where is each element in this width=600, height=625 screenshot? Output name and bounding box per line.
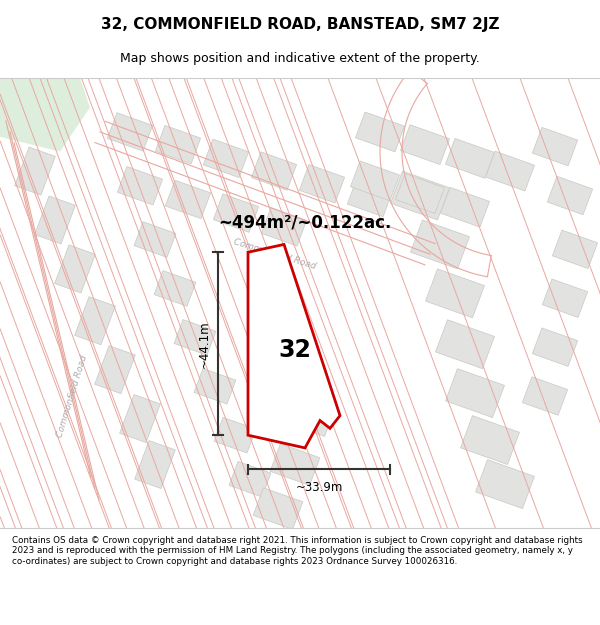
Polygon shape: [194, 369, 236, 404]
Polygon shape: [155, 126, 200, 164]
Polygon shape: [74, 297, 115, 345]
Polygon shape: [134, 222, 176, 258]
Polygon shape: [299, 164, 344, 203]
Polygon shape: [285, 395, 335, 436]
Text: ~494m²/~0.122ac.: ~494m²/~0.122ac.: [218, 214, 392, 232]
Polygon shape: [55, 245, 95, 293]
Polygon shape: [425, 269, 484, 318]
Polygon shape: [214, 418, 256, 453]
Polygon shape: [253, 488, 303, 529]
Polygon shape: [523, 377, 568, 415]
Text: ~33.9m: ~33.9m: [295, 481, 343, 494]
Polygon shape: [476, 459, 535, 509]
Polygon shape: [203, 139, 248, 177]
Polygon shape: [0, 78, 90, 151]
Text: 32: 32: [278, 338, 311, 362]
Polygon shape: [547, 176, 593, 215]
Polygon shape: [445, 139, 494, 178]
Text: ~44.1m: ~44.1m: [197, 320, 211, 368]
Polygon shape: [440, 188, 490, 227]
Polygon shape: [400, 125, 449, 164]
Polygon shape: [229, 461, 271, 497]
Text: Contains OS data © Crown copyright and database right 2021. This information is : Contains OS data © Crown copyright and d…: [12, 536, 583, 566]
Polygon shape: [214, 194, 259, 232]
Polygon shape: [532, 127, 578, 166]
Polygon shape: [262, 208, 307, 246]
Polygon shape: [553, 230, 598, 269]
Polygon shape: [248, 244, 340, 448]
Polygon shape: [134, 441, 175, 489]
Polygon shape: [166, 180, 211, 219]
Polygon shape: [154, 271, 196, 306]
Polygon shape: [350, 161, 400, 201]
Polygon shape: [485, 151, 535, 191]
Polygon shape: [251, 152, 296, 190]
Polygon shape: [436, 320, 494, 369]
Polygon shape: [347, 178, 392, 217]
Text: 32, COMMONFIELD ROAD, BANSTEAD, SM7 2JZ: 32, COMMONFIELD ROAD, BANSTEAD, SM7 2JZ: [101, 18, 499, 32]
Polygon shape: [355, 112, 404, 152]
Text: Map shows position and indicative extent of the property.: Map shows position and indicative extent…: [120, 52, 480, 65]
Polygon shape: [107, 112, 152, 151]
Polygon shape: [95, 346, 136, 394]
Polygon shape: [461, 416, 520, 464]
Polygon shape: [35, 196, 76, 244]
Polygon shape: [395, 174, 445, 214]
Polygon shape: [119, 394, 160, 442]
Polygon shape: [446, 369, 505, 418]
Polygon shape: [391, 171, 449, 220]
Text: Commonfield Road: Commonfield Road: [55, 354, 89, 438]
Polygon shape: [118, 166, 163, 205]
Polygon shape: [410, 220, 469, 269]
Polygon shape: [542, 279, 587, 318]
Text: Commonfield Road: Commonfield Road: [233, 238, 317, 271]
Polygon shape: [532, 328, 578, 366]
Polygon shape: [174, 319, 216, 355]
Polygon shape: [14, 147, 55, 195]
Polygon shape: [270, 444, 320, 486]
